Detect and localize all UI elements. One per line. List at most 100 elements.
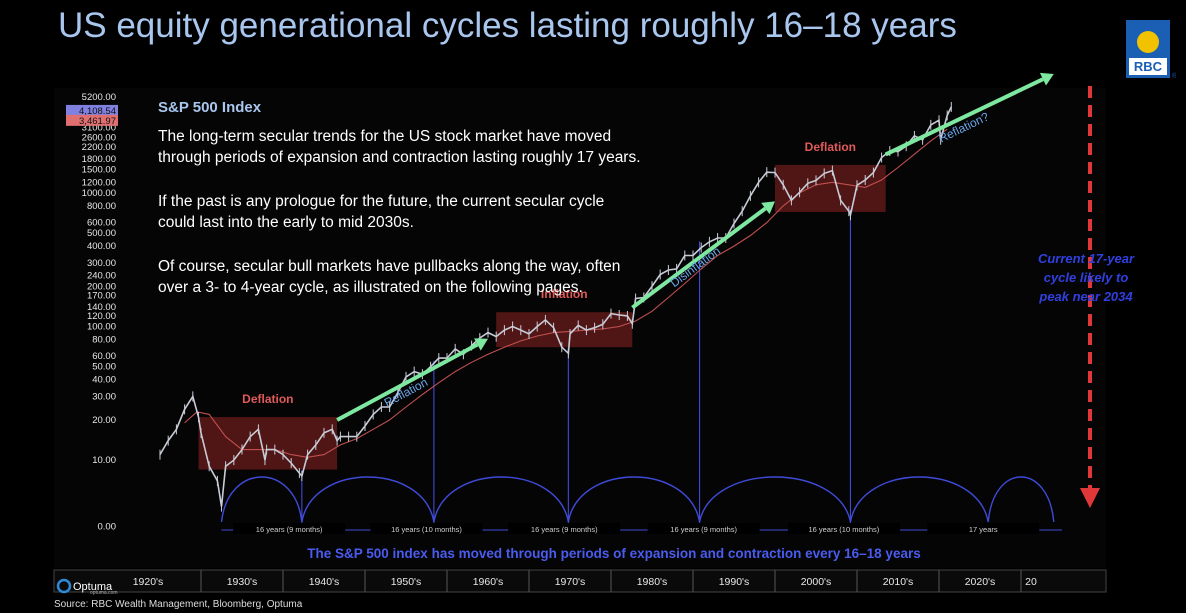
trend-layer — [184, 128, 948, 458]
decade-label: 1980's — [637, 576, 668, 588]
rbc-registered-mark: ® — [1172, 72, 1176, 80]
cycle-arc-0 — [220, 476, 303, 523]
cycle-label-4: 16 years (10 months) — [808, 525, 879, 534]
decade-axis-bar — [53, 569, 1107, 593]
y-tick-label: 120.00 — [87, 311, 116, 322]
region-label-2: Deflation — [805, 140, 856, 154]
y-tick-label: 10.00 — [92, 455, 116, 466]
y-tick-label: 20.00 — [92, 415, 116, 426]
y-tick-label: 500.00 — [87, 228, 116, 239]
price-badge-label-0: 4,108.54 — [79, 106, 116, 117]
optuma-icon — [56, 578, 72, 594]
cycle-arc-1 — [301, 476, 435, 523]
decade-label: 1960's — [473, 576, 504, 588]
optuma-logo: Optuma optuma.com — [56, 578, 118, 596]
price-badge-bg-1 — [66, 114, 118, 126]
y-tick-label: 3100.00 — [82, 122, 116, 133]
slide-title: US equity generational cycles lasting ro… — [58, 6, 957, 45]
cycle-label-bg-3 — [647, 523, 760, 534]
trend-arrowhead-0 — [474, 338, 488, 351]
y-tick-label: 200.00 — [87, 281, 116, 292]
y-tick-label: 0.00 — [98, 521, 117, 532]
cycle-label-bg-0 — [233, 523, 346, 534]
cycle-layer: 16 years (9 months) 16 years (10 months) 1… — [220, 209, 1062, 534]
decade-label: 1990's — [719, 576, 750, 588]
price-badge-bg-0 — [66, 104, 118, 116]
description-line-6: Of course, secular bull markets have pul… — [158, 258, 620, 275]
cycle-arc-3 — [567, 476, 701, 523]
y-tick-label: 1500.00 — [82, 164, 116, 175]
optuma-label: Optuma — [73, 581, 113, 593]
rbc-logo-text: RBC — [1134, 59, 1163, 74]
region-label-0: Deflation — [242, 392, 293, 406]
trend-arrow-0 — [336, 342, 479, 422]
description-line-4: could last into the early to mid 2030s. — [158, 214, 414, 231]
bottom-caption: The S&P 500 index has moved through peri… — [307, 546, 920, 561]
y-tick-label: 40.00 — [92, 375, 116, 386]
decade-label: 1940's — [309, 576, 340, 588]
chart-title: S&P 500 Index — [158, 99, 262, 116]
decade-label: 1920's — [133, 576, 164, 588]
peak-2034-arrowhead — [1080, 488, 1100, 508]
cycle-label-bg-1 — [370, 523, 483, 534]
decade-label: 1930's — [227, 576, 258, 588]
rbc-logo: RBC ® — [1126, 20, 1176, 80]
peak-annotation-line-2: peak near 2034 — [1038, 289, 1133, 304]
y-tick-label: 1200.00 — [82, 177, 116, 188]
y-tick-label: 170.00 — [87, 291, 116, 302]
description-line-7: over a 3- to 4-year cycle, as illustrate… — [158, 279, 583, 296]
trend-arrowhead-2 — [1039, 72, 1054, 86]
y-tick-label: 2200.00 — [82, 142, 116, 153]
y-tick-label: 2600.00 — [82, 132, 116, 143]
decade-label: 2020's — [965, 576, 996, 588]
peak-annotation-line-0: Current 17-year — [1038, 251, 1135, 266]
y-tick-label: 100.00 — [87, 322, 116, 333]
y-tick-label: 400.00 — [87, 241, 116, 252]
region-layer: Deflation Inflation Deflation — [198, 140, 886, 470]
decade-label: 1970's — [555, 576, 586, 588]
rbc-lion-icon — [1137, 31, 1159, 53]
cycle-label-bg-5 — [927, 523, 1040, 534]
cycle-label-bg-4 — [787, 523, 900, 534]
trend-arrow-1 — [631, 206, 767, 310]
y-tick-label: 60.00 — [92, 351, 116, 362]
description-text-box: The long-term secular trends for the US … — [158, 128, 641, 296]
decade-label: 2010's — [883, 576, 914, 588]
cycle-arc-4 — [698, 476, 852, 523]
cycle-arc-2 — [433, 476, 570, 523]
cycle-arc-5 — [849, 476, 989, 523]
y-tick-label: 800.00 — [87, 201, 116, 212]
y-tick-label: 240.00 — [87, 271, 116, 282]
description-line-1: through periods of expansion and contrac… — [158, 149, 641, 166]
cycle-arc-6 — [987, 476, 1055, 523]
source-note: Source: RBC Wealth Management, Bloomberg… — [54, 599, 303, 610]
y-tick-label: 600.00 — [87, 218, 116, 229]
y-tick-label: 140.00 — [87, 302, 116, 313]
trend-arrow-2 — [884, 77, 1044, 157]
cycle-label-bg-2 — [508, 523, 621, 534]
x-axis: 1920's 1930's 1940's 1950's 1960's 1970's 1980… — [53, 569, 1107, 593]
cycle-label-2: 16 years (9 months) — [531, 525, 598, 534]
price-badge-label-1: 3,461.97 — [79, 116, 116, 127]
region-band-2 — [775, 164, 886, 212]
y-tick-label: 1800.00 — [82, 154, 116, 165]
moving-average-line — [184, 128, 948, 458]
decade-label: 20 — [1025, 576, 1037, 588]
decade-label: 1950's — [391, 576, 422, 588]
y-tick-label: 80.00 — [92, 334, 116, 345]
cycle-label-3: 16 years (9 months) — [670, 525, 737, 534]
description-line-3: If the past is any prologue for the futu… — [158, 193, 604, 210]
y-tick-label: 30.00 — [92, 391, 116, 402]
y-tick-label: 5200.00 — [82, 92, 116, 103]
trend-arrowhead-1 — [761, 201, 775, 215]
description-line-0: The long-term secular trends for the US … — [158, 128, 611, 145]
y-axis: 5200.00 3100.002600.002200.001800.001500.… — [66, 92, 118, 532]
decade-label: 2000's — [801, 576, 832, 588]
y-tick-label: 300.00 — [87, 258, 116, 269]
y-tick-label: 1000.00 — [82, 188, 116, 199]
region-label-1: Inflation — [541, 287, 588, 301]
peak-annotation-line-1: cycle likely to — [1044, 270, 1129, 285]
cycle-label-0: 16 years (9 months) — [256, 525, 323, 534]
optuma-url: optuma.com — [90, 590, 118, 596]
